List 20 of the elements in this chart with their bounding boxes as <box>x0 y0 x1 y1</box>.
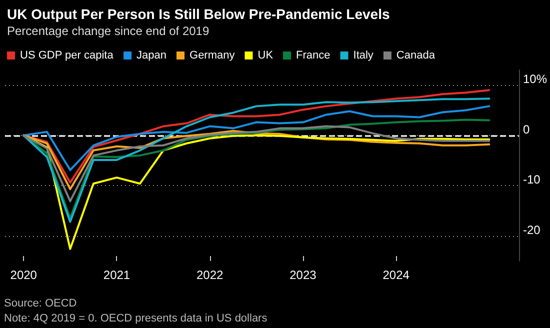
chart-subtitle: Percentage change since end of 2019 <box>7 24 210 38</box>
legend-label: Canada <box>396 50 436 62</box>
legend-label: US GDP per capita <box>20 50 114 62</box>
y-tick-label: -20 <box>522 222 541 237</box>
x-tick-label: 2020 <box>10 268 38 282</box>
source-note: Source: OECD <box>4 298 77 310</box>
y-tick-label: 0 <box>522 122 530 136</box>
x-tick-label: 2024 <box>382 268 410 282</box>
y-tick-label: 10% <box>522 72 548 86</box>
legend-label: France <box>296 50 330 62</box>
text: Note: 4Q 2019 = 0. OECD presents data in US dollars <box>4 312 268 324</box>
x-tick-label: 2021 <box>103 268 130 282</box>
legend-label: Italy <box>353 50 374 62</box>
legend-label: Japan <box>136 50 167 62</box>
x-tick-label: 2022 <box>196 268 224 282</box>
legend-label: UK <box>258 50 274 62</box>
legend-label: Germany <box>190 50 236 62</box>
y-tick-label: -10 <box>522 172 541 187</box>
chart-title: UK Output Per Person Is Still Below Pre-Pandemic Levels <box>7 6 390 22</box>
x-tick-label: 2023 <box>290 268 317 282</box>
